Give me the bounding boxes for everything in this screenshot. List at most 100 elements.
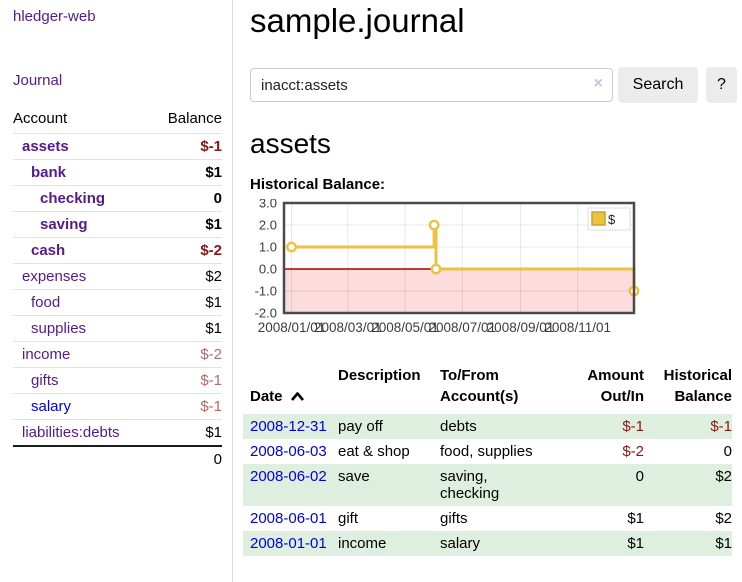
account-balance: 0 bbox=[151, 185, 222, 212]
transaction-date-link[interactable]: 2008-06-03 bbox=[250, 443, 327, 461]
register-col-date-label: Date bbox=[250, 388, 283, 406]
chart-negative-region bbox=[284, 269, 634, 314]
chart-svg: $3.0 2.0 1.0 0.0 -1.0 -2.02008/01/012008/03/0… bbox=[255, 196, 640, 335]
register-cell-accounts: saving, checking bbox=[440, 468, 500, 503]
register-cell-date: 2008-06-02 bbox=[243, 464, 338, 506]
register-col-amount: Amount Out/In bbox=[587, 367, 644, 406]
chart-x-tick-label: 2008/07/01 bbox=[428, 320, 496, 335]
register-cell-accounts: debts bbox=[440, 418, 477, 436]
register-cell-description: eat & shop bbox=[338, 443, 410, 461]
accounts-total-value: 0 bbox=[13, 445, 222, 472]
account-balance: $-1 bbox=[151, 367, 222, 394]
sidebar: hledger-web Journal Account Balance asse… bbox=[0, 0, 233, 582]
account-balance: $-1 bbox=[151, 393, 222, 420]
account-link-salary[interactable]: salary bbox=[31, 398, 72, 415]
register-cell-balance: 0 bbox=[723, 443, 732, 461]
register-cell-date: 2008-12-31 bbox=[243, 414, 338, 439]
account-row: cash $-2 bbox=[13, 237, 222, 264]
account-balance: $1 bbox=[151, 419, 222, 446]
register-cell-date: 2008-01-01 bbox=[243, 531, 338, 556]
account-row: income $-2 bbox=[13, 341, 222, 368]
account-row: gifts $-1 bbox=[13, 367, 222, 394]
account-row: bank $1 bbox=[13, 159, 222, 186]
account-link-assets[interactable]: assets bbox=[22, 138, 69, 155]
register-cell-accounts: gifts bbox=[440, 510, 468, 528]
register-col-date[interactable]: Date bbox=[243, 363, 338, 414]
account-row: saving $1 bbox=[13, 211, 222, 238]
account-balance: $-1 bbox=[151, 133, 222, 160]
transaction-date-link[interactable]: 2008-06-02 bbox=[250, 468, 327, 486]
register-row: 2008-06-02 save saving, checking 0 $2 bbox=[243, 464, 732, 507]
register-cell-amount: $1 bbox=[627, 510, 644, 528]
account-row: supplies $1 bbox=[13, 315, 222, 342]
accounts-col-account: Account bbox=[13, 110, 68, 127]
account-link-gifts[interactable]: gifts bbox=[31, 372, 59, 389]
chart-y-tick-label: 3.0 bbox=[259, 199, 277, 211]
account-row: food $1 bbox=[13, 289, 222, 316]
transaction-date-link[interactable]: 2008-06-01 bbox=[250, 510, 327, 528]
account-link-supplies[interactable]: supplies bbox=[31, 320, 87, 337]
chart-data-point bbox=[430, 263, 442, 275]
historical-balance-chart: $3.0 2.0 1.0 0.0 -1.0 -2.0 2008/01/01 2008/03/0… bbox=[244, 196, 742, 347]
account-link-liabilities-debts[interactable]: liabilities:debts bbox=[22, 424, 120, 441]
chart-data-point bbox=[286, 241, 297, 253]
register-col-accounts: To/From Account(s) bbox=[440, 367, 519, 406]
register-cell-amount: $1 bbox=[627, 535, 644, 553]
clear-search-icon[interactable]: × bbox=[593, 75, 603, 93]
account-row: liabilities:debts $1 bbox=[13, 419, 222, 446]
help-button[interactable]: ? bbox=[706, 67, 737, 104]
register-cell-balance: $1 bbox=[715, 535, 732, 553]
accounts-col-balance: Balance bbox=[167, 110, 222, 127]
chart-y-tick-label: 1.0 bbox=[259, 240, 277, 255]
account-balance: $2 bbox=[151, 263, 222, 290]
chart-y-tick-label: 0.0 bbox=[259, 262, 277, 277]
register-cell-description: pay off bbox=[338, 418, 383, 436]
chart-x-tick-label: 2008/03/01 bbox=[314, 320, 382, 335]
chart-heading: Historical Balance: bbox=[250, 176, 386, 194]
register-row: 2008-12-31 pay off debts $-1 $-1 bbox=[243, 414, 732, 440]
account-row: checking 0 bbox=[13, 185, 222, 212]
accounts-total-row: 0 bbox=[13, 445, 222, 472]
accounts-table: Account Balance assets $-1 bank $1 checking 0… bbox=[13, 106, 222, 472]
chart-border bbox=[282, 202, 636, 315]
account-balance: $-2 bbox=[151, 237, 222, 264]
account-link-cash[interactable]: cash bbox=[31, 242, 66, 259]
account-link-food[interactable]: food bbox=[31, 294, 61, 311]
chart-x-tick-label: 2008/11/01 bbox=[544, 320, 611, 335]
transaction-date-link[interactable]: 2008-12-31 bbox=[250, 418, 327, 436]
search-input[interactable] bbox=[250, 68, 613, 103]
account-link-checking[interactable]: checking bbox=[40, 190, 106, 207]
app-brand-link[interactable]: hledger-web bbox=[13, 8, 96, 25]
register-cell-amount: 0 bbox=[635, 468, 644, 486]
search-button[interactable]: Search bbox=[618, 67, 698, 104]
register-col-description: Description bbox=[338, 367, 421, 385]
register-cell-description: gift bbox=[338, 510, 359, 528]
register-row: 2008-06-03 eat & shop food, supplies $-2 0 bbox=[243, 439, 732, 464]
register-col-balance: Historical Balance bbox=[663, 367, 732, 406]
account-link-bank[interactable]: bank bbox=[31, 164, 67, 181]
page-title: sample.journal bbox=[250, 2, 465, 39]
search-form: × Search ? bbox=[250, 67, 742, 104]
register-cell-date: 2008-06-03 bbox=[243, 439, 338, 464]
accounts-header-row: Account Balance bbox=[13, 106, 222, 134]
account-balance: $1 bbox=[151, 211, 222, 238]
sort-ascending-icon bbox=[290, 392, 304, 402]
register-cell-balance: $2 bbox=[715, 510, 732, 528]
register-cell-date: 2008-06-01 bbox=[243, 506, 338, 531]
chart-x-tick-label: 2008/09/01 bbox=[487, 320, 555, 335]
account-balance: $1 bbox=[151, 289, 222, 316]
sidebar-item-journal[interactable]: Journal bbox=[13, 72, 63, 89]
account-balance: $1 bbox=[151, 159, 222, 186]
account-link-expenses[interactable]: expenses bbox=[22, 268, 87, 285]
account-link-income[interactable]: income bbox=[22, 346, 71, 363]
chart-y-tick-label: -1.0 bbox=[255, 284, 277, 299]
account-balance: $1 bbox=[151, 315, 222, 342]
register-table: Date Description To/From Account(s) Amou… bbox=[243, 363, 732, 557]
chart-x-tick-label: 2008/05/01 bbox=[371, 320, 439, 335]
transaction-date-link[interactable]: 2008-01-01 bbox=[250, 535, 327, 553]
main-content: sample.journal × Search ? assets Histori… bbox=[233, 0, 742, 582]
account-heading: assets bbox=[250, 128, 331, 160]
register-row: 2008-01-01 income salary $1 $1 bbox=[243, 531, 732, 557]
account-link-saving[interactable]: saving bbox=[40, 216, 88, 233]
search-box: × bbox=[250, 68, 613, 103]
